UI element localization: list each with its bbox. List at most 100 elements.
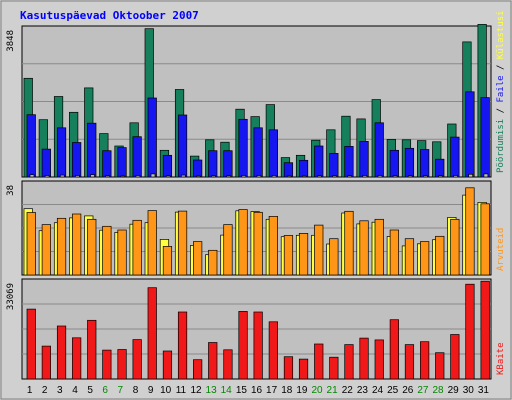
bar-middle-arvuteid-day-28 (435, 235, 445, 276)
bar-top-külastusi-day-27 (423, 175, 428, 178)
bar-middle-arvuteid-day-18 (283, 235, 294, 276)
bar-bottom-kbaite-day-15 (238, 311, 248, 380)
bar-top-faile-day-25 (389, 149, 399, 178)
bar-middle-arvuteid-day-3 (56, 217, 67, 276)
bar-middle-arvuteid-day-17 (268, 216, 278, 276)
day-label-27: 27 (417, 385, 429, 396)
bar-top-faile-day-7 (117, 147, 127, 178)
bar-middle-arvuteid-day-2 (41, 224, 51, 276)
bar-middle-arvuteid-day-22 (344, 210, 354, 276)
bar-bottom-kbaite-day-4 (72, 337, 82, 380)
bar-middle-arvuteid-day-19 (298, 233, 309, 276)
bar-bottom-kbaite-day-12 (193, 359, 203, 380)
bar-middle-arvuteid-day-16 (253, 211, 263, 276)
bar-top-faile-day-29 (450, 136, 460, 178)
bar-top-faile-day-1 (26, 114, 36, 178)
day-label-31: 31 (478, 385, 490, 396)
bar-top-külastusi-day-13 (211, 175, 216, 178)
day-label-22: 22 (342, 385, 354, 396)
day-label-14: 14 (221, 385, 233, 396)
day-label-9: 9 (148, 385, 154, 396)
legend-middle: Arvuteid (496, 228, 506, 271)
bar-top-külastusi-day-15 (241, 175, 247, 178)
bar-bottom-kbaite-day-30 (465, 283, 475, 380)
bar-top-faile-day-3 (56, 127, 67, 178)
bar-top-faile-day-15 (238, 118, 248, 178)
day-label-17: 17 (266, 385, 278, 396)
bar-bottom-kbaite-day-8 (132, 339, 142, 380)
bar-middle-arvuteid-day-23 (359, 220, 369, 276)
bar-middle-arvuteid-day-9 (147, 210, 157, 276)
legend-bottom: KBaite (496, 342, 506, 375)
bar-top-külastusi-day-19 (301, 175, 307, 178)
bar-bottom-kbaite-day-27 (420, 341, 430, 380)
bar-top-faile-day-28 (435, 158, 445, 178)
bar-middle-arvuteid-day-6 (102, 225, 112, 276)
day-label-25: 25 (387, 385, 399, 396)
bar-middle-arvuteid-day-10 (162, 246, 173, 276)
bar-bottom-kbaite-day-26 (404, 344, 415, 380)
day-label-18: 18 (281, 385, 293, 396)
bar-top-faile-day-16 (253, 127, 263, 178)
bar-bottom-kbaite-day-10 (162, 350, 173, 380)
day-label-16: 16 (251, 385, 263, 396)
day-label-15: 15 (236, 385, 248, 396)
legend-item-külastusi: Külastusi (496, 10, 506, 59)
bar-top-külastusi-day-24 (377, 175, 383, 178)
bar-middle-arvuteid-day-12 (193, 241, 203, 276)
day-label-2: 2 (42, 385, 48, 396)
bar-top-faile-day-6 (102, 150, 112, 178)
bar-top-faile-day-9 (147, 97, 157, 178)
bar-middle-arvuteid-day-8 (132, 219, 142, 276)
bar-middle-arvuteid-day-31 (480, 203, 490, 276)
bar-top-faile-day-21 (329, 153, 339, 178)
bar-top-faile-day-2 (41, 148, 51, 178)
day-label-6: 6 (102, 385, 108, 396)
bar-bottom-kbaite-day-29 (450, 334, 460, 380)
bar-middle-arvuteid-day-30 (465, 187, 475, 276)
day-label-30: 30 (463, 385, 475, 396)
bar-top-külastusi-day-12 (196, 175, 201, 178)
bar-middle-arvuteid-day-26 (404, 238, 415, 276)
panel-middle-max-label: 38 (6, 185, 16, 196)
day-label-23: 23 (357, 385, 369, 396)
bar-bottom-kbaite-day-17 (268, 321, 278, 380)
bar-top-faile-day-10 (162, 154, 173, 178)
bar-bottom-kbaite-day-5 (87, 319, 97, 380)
bar-top-külastusi-day-22 (347, 175, 353, 178)
bar-bottom-kbaite-day-19 (298, 358, 309, 380)
day-label-1: 1 (27, 385, 33, 396)
bar-bottom-kbaite-day-28 (435, 352, 445, 380)
bar-middle-arvuteid-day-4 (72, 213, 82, 276)
bar-top-külastusi-day-25 (392, 175, 398, 178)
legend-item-faile: Faile (496, 75, 506, 102)
bar-top-külastusi-day-5 (90, 174, 95, 178)
legend-top: Pöördumisi / Faile / Külastusi (496, 10, 506, 173)
day-label-20: 20 (311, 385, 323, 396)
bar-top-faile-day-23 (359, 141, 369, 178)
bar-middle-arvuteid-day-25 (389, 229, 399, 276)
bar-bottom-kbaite-day-6 (102, 349, 112, 380)
bar-bottom-kbaite-day-1 (26, 308, 36, 380)
bar-top-faile-day-5 (87, 122, 97, 178)
bar-top-külastusi-day-4 (75, 175, 80, 178)
bar-top-faile-day-24 (374, 122, 384, 178)
panel-bottom-max-label: 33069 (6, 283, 16, 310)
bar-top-faile-day-12 (193, 159, 203, 178)
bar-bottom-kbaite-day-24 (374, 339, 384, 380)
day-label-5: 5 (87, 385, 93, 396)
bar-top-külastusi-day-6 (105, 175, 110, 178)
day-label-13: 13 (206, 385, 218, 396)
bar-top-külastusi-day-9 (150, 173, 156, 178)
day-label-21: 21 (327, 385, 339, 396)
day-label-12: 12 (190, 385, 202, 396)
bar-top-külastusi-day-14 (226, 175, 232, 178)
bar-top-külastusi-day-2 (44, 175, 50, 178)
bar-bottom-kbaite-day-31 (480, 280, 490, 380)
bar-bottom-kbaite-day-9 (147, 287, 157, 380)
bar-top-külastusi-day-23 (362, 175, 368, 178)
